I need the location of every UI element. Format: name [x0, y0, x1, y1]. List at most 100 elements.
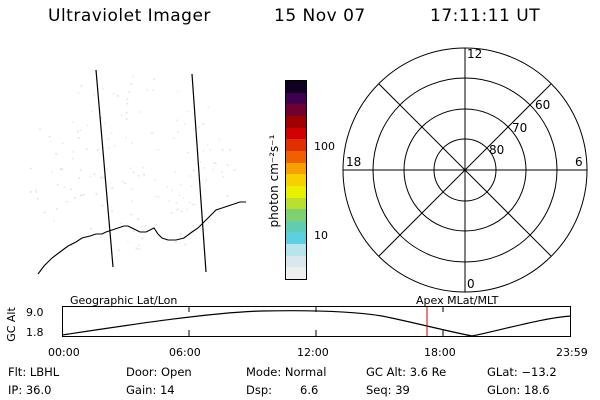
uv-speckle: [108, 147, 110, 149]
colorbar-swatch: [286, 209, 306, 221]
uv-speckle: [86, 124, 88, 127]
dsp-info: Dsp:: [246, 383, 273, 397]
polar-plot: 12 18 6 0 60 70 80: [342, 47, 588, 293]
uv-speckle: [202, 149, 205, 152]
polar-axis-diag-2: [378, 83, 552, 257]
uv-speckle: [82, 193, 85, 196]
uv-speckle: [192, 169, 195, 172]
uv-speckle: [106, 167, 108, 170]
uv-speckle: [130, 213, 133, 216]
uv-speckle: [177, 131, 179, 133]
uv-speckle: [226, 195, 229, 198]
timeline-x-tick-1800: 18:00: [424, 346, 456, 359]
uv-speckle: [157, 149, 160, 151]
uv-speckle: [35, 191, 38, 193]
uv-speckle: [154, 195, 157, 198]
uv-speckle: [206, 143, 209, 146]
uv-speckle: [121, 180, 124, 183]
uv-speckle: [131, 200, 133, 202]
uv-speckle: [56, 208, 58, 210]
uv-speckle: [71, 121, 74, 123]
uv-speckle: [198, 126, 200, 129]
uv-speckle: [143, 173, 145, 176]
uv-speckle: [187, 152, 190, 154]
uv-speckle: [221, 171, 223, 173]
uv-speckle: [137, 248, 140, 251]
uv-speckle: [124, 182, 126, 184]
uv-speckle: [101, 204, 104, 207]
uv-speckle: [215, 162, 217, 164]
uv-speckle: [93, 94, 95, 96]
uv-speckle: [130, 83, 132, 85]
uv-speckle: [212, 168, 215, 171]
uv-speckle: [144, 225, 146, 227]
mode-info: Mode: Normal: [246, 365, 327, 379]
uv-speckle: [111, 187, 114, 189]
uv-speckle: [179, 194, 181, 197]
timeline-y-tick-low: 1.8: [26, 326, 44, 339]
uv-speckle: [85, 148, 88, 150]
uv-speckle: [56, 183, 59, 186]
colorbar-swatch: [286, 267, 306, 279]
uv-speckle: [78, 177, 81, 179]
uv-speckle: [207, 106, 210, 109]
colorbar-swatch: [286, 255, 306, 268]
uv-speckle: [39, 128, 41, 130]
uv-speckle: [97, 149, 99, 151]
uv-speckle: [103, 176, 105, 179]
mlt-label-18: 18: [346, 155, 361, 169]
meridian-line-left: [95, 69, 114, 268]
colorbar-tick-100: 100: [314, 140, 335, 153]
uv-speckle: [135, 247, 138, 250]
uv-speckle: [176, 90, 179, 93]
uv-speckle: [112, 92, 115, 95]
uv-speckle: [128, 91, 131, 93]
uv-speckle: [50, 141, 52, 143]
uv-speckle: [127, 241, 129, 244]
timeline-y-label: GC Alt: [4, 307, 18, 342]
uv-speckle: [80, 194, 82, 197]
uv-speckle: [132, 171, 135, 174]
uv-speckle: [43, 211, 46, 214]
uv-speckle: [182, 197, 185, 199]
uv-speckle: [141, 237, 144, 240]
glat-info: GLat: −13.2: [487, 365, 557, 379]
uv-speckle: [176, 208, 179, 211]
colorbar-swatch: [286, 92, 306, 105]
colorbar-swatch: [286, 104, 306, 117]
timeline-y-tick-high: 9.0: [26, 306, 44, 319]
uv-speckle: [70, 244, 73, 246]
colorbar-swatch: [286, 197, 306, 210]
uv-speckle: [155, 224, 157, 226]
uv-speckle: [79, 129, 82, 131]
uv-speckle: [226, 164, 229, 166]
uv-speckle: [114, 145, 116, 147]
uv-speckle: [30, 167, 32, 170]
uv-speckle: [137, 175, 140, 177]
uv-speckle: [151, 131, 153, 134]
uv-speckle: [188, 201, 191, 204]
uv-speckle: [184, 243, 186, 246]
uv-speckle: [153, 78, 155, 81]
uv-speckle: [221, 149, 224, 151]
uv-speckle: [79, 169, 82, 171]
uv-speckle: [157, 196, 160, 198]
uv-speckle: [74, 197, 76, 199]
glon-info: GLon: 18.6: [487, 383, 550, 397]
uv-speckle: [187, 110, 190, 113]
uv-speckle: [171, 189, 173, 192]
uv-speckle: [89, 227, 92, 230]
colorbar: [285, 80, 307, 280]
uv-speckle: [125, 118, 128, 120]
uv-speckle: [218, 138, 221, 141]
uv-speckle: [222, 175, 225, 178]
uv-speckle: [138, 111, 141, 113]
uv-speckle: [152, 89, 154, 92]
uv-speckle: [37, 197, 39, 200]
uv-speckle: [125, 136, 127, 139]
uv-speckle: [132, 75, 135, 78]
uv-speckle: [138, 244, 140, 247]
uv-speckle: [78, 137, 80, 139]
uv-speckle: [48, 135, 51, 138]
geographic-image-panel: [30, 69, 246, 275]
